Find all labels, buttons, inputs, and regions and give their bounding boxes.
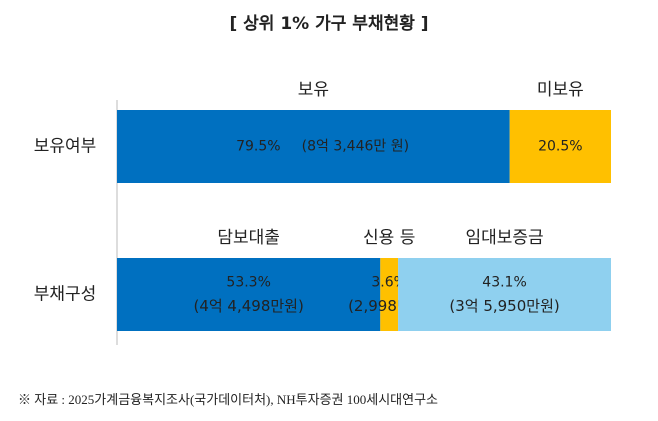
segment-name: 미보유 <box>537 80 584 100</box>
value-label: 43.1% <box>482 275 526 291</box>
amount-label: (4억 4,498만원) <box>193 297 303 315</box>
value-label: 53.3% <box>226 275 270 291</box>
bar-segment <box>117 258 381 331</box>
bar-segment <box>380 258 399 331</box>
footnote: ※ 자료 : 2025가계금융복지조사(국가데이터처), NH투자증권 100세… <box>18 392 438 407</box>
segment-name: 신용 등 <box>363 228 415 248</box>
chart-title: [ 상위 1% 가구 부채현황 ] <box>229 14 428 34</box>
category-label: 부채구성 <box>34 285 97 305</box>
bar-segment <box>509 110 611 183</box>
value-label: 79.5% <box>236 139 280 155</box>
amount-label: (8억 3,446만 원) <box>302 139 409 155</box>
bar-segment <box>398 258 611 331</box>
segment-name: 임대보증금 <box>465 228 543 248</box>
value-label: 20.5% <box>538 139 582 155</box>
bar-segment <box>117 110 510 183</box>
amount-label: (3억 5,950만원) <box>449 297 559 315</box>
category-label: 보유여부 <box>34 137 97 157</box>
segment-name: 보유 <box>298 80 329 100</box>
segment-name: 담보대출 <box>217 228 280 248</box>
